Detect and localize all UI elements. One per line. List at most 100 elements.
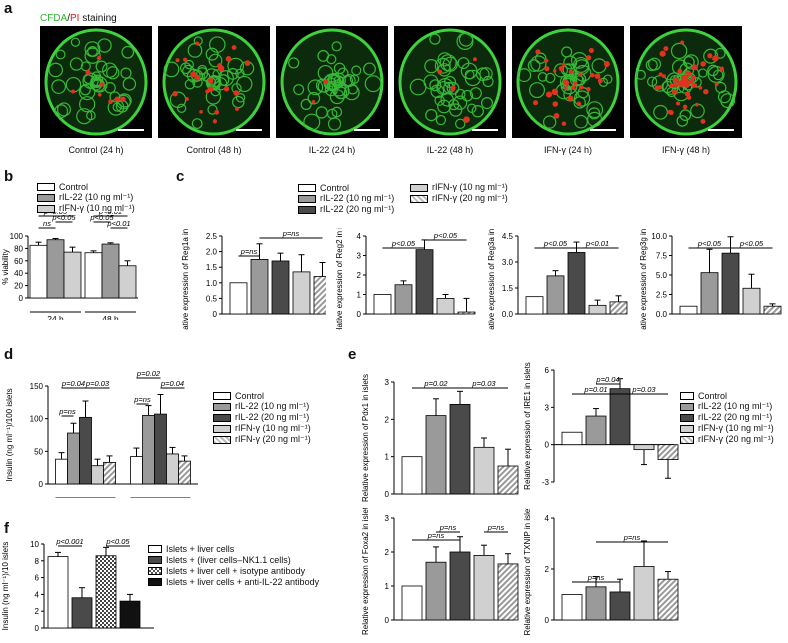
red-nucleus — [703, 88, 709, 95]
legend-label: rIFN-γ (20 ng ml⁻¹) — [698, 434, 774, 444]
red-nucleus — [589, 72, 595, 78]
micrograph-caption: IL-22 (24 h) — [308, 145, 356, 155]
green-cell — [364, 75, 382, 93]
red-nucleus — [183, 57, 188, 62]
bar — [250, 258, 269, 315]
bar — [178, 460, 191, 485]
green-cell — [84, 47, 101, 64]
micrograph-caption: IFN-γ (24 h) — [543, 145, 592, 155]
bar — [497, 563, 519, 621]
staining-title: CFDA/PI staining — [40, 13, 117, 24]
legend-label: rIL-22 (20 ng ml⁻¹) — [320, 204, 395, 214]
sig-label: p<0.05 — [391, 239, 416, 248]
bar — [763, 305, 782, 315]
y-tick-label: 0 — [545, 616, 550, 625]
legend-b-item-control: Control — [37, 181, 135, 192]
red-nucleus — [573, 81, 578, 86]
micrograph-image — [280, 28, 384, 136]
legend-label: rIFN-γ (10 ng ml⁻¹) — [59, 203, 135, 213]
chart-f: 0 2 4 6 8 10 Insulin (ng ml⁻¹)/10 islets p<0.00… — [1, 537, 154, 633]
legend-label: rIFN-γ (10 ng ml⁻¹) — [432, 182, 508, 192]
green-cell — [676, 115, 689, 127]
red-nucleus — [719, 66, 725, 72]
sig-label: p=ns — [427, 531, 445, 540]
green-cell — [682, 55, 695, 68]
bar — [29, 244, 48, 299]
chart-c-reg3a: 0.0 1.5 3.0 4.5 Relative expression of Reg3a… — [487, 228, 628, 330]
red-nucleus — [553, 112, 560, 119]
y-tick-label: 2 — [35, 607, 40, 616]
red-nucleus — [567, 95, 574, 102]
y-tick-label: 60 — [14, 257, 23, 266]
red-nucleus — [669, 83, 675, 88]
red-nucleus — [194, 74, 201, 81]
y-tick-label: 1 — [357, 291, 362, 300]
red-nucleus — [214, 109, 220, 115]
green-cell — [482, 75, 494, 88]
red-nucleus — [700, 61, 706, 67]
legend-label: Control — [235, 390, 265, 401]
legend-swatch — [680, 413, 694, 422]
bar — [313, 276, 326, 315]
legend-label: rIFN-γ (10 ng ml⁻¹) — [235, 423, 311, 433]
green-cell — [207, 104, 218, 115]
legend-d: Control rIL-22 (10 ng ml⁻¹) rIL-22 (20 n… — [213, 390, 311, 445]
legend-swatch — [680, 402, 694, 411]
green-cell — [573, 90, 591, 107]
chart-e-pdx1: 0 1 2 3 Relative expression of Pdx1 in islet… — [361, 374, 519, 502]
red-nucleus — [552, 101, 559, 107]
y-axis-label: Relative expression of IRE1 in islets — [523, 362, 532, 490]
green-cell — [184, 79, 196, 90]
green-cell — [458, 32, 474, 47]
bar — [394, 284, 413, 315]
y-tick-label: 4.5 — [502, 232, 514, 241]
bar — [585, 586, 607, 621]
green-cell — [707, 64, 719, 77]
red-nucleus — [233, 90, 239, 96]
bar — [103, 462, 116, 485]
red-nucleus — [688, 78, 695, 85]
sig-label: p<0.05 — [543, 239, 568, 248]
bar — [657, 444, 679, 460]
red-nucleus — [682, 104, 688, 110]
red-nucleus — [185, 97, 189, 101]
green-cell — [586, 101, 604, 119]
y-tick-label: 2.5 — [206, 232, 218, 241]
y-tick-label: 100 — [10, 232, 24, 241]
bar — [449, 551, 471, 621]
legend-swatch — [298, 205, 316, 214]
legend-d-item-ril22-10: rIL-22 (10 ng ml⁻¹) — [213, 401, 311, 412]
bar — [67, 432, 80, 485]
sig-label: p=ns — [487, 523, 505, 532]
bar — [457, 311, 476, 315]
red-nucleus — [680, 40, 685, 45]
y-tick-label: 0.5 — [206, 294, 218, 303]
green-cell — [212, 69, 222, 79]
y-tick-label: 80 — [14, 244, 23, 253]
legend-f-item-nk-depleted: Islets + (liver cells–NK1.1 cells) — [148, 554, 319, 565]
y-tick-label: 100 — [30, 415, 44, 424]
group-label: 48 h — [102, 314, 119, 320]
legend-label: rIL-22 (10 ng ml⁻¹) — [235, 401, 310, 411]
bar — [401, 456, 423, 495]
legend-swatch — [680, 435, 694, 444]
red-nucleus — [532, 100, 539, 106]
bar — [633, 444, 655, 451]
y-tick-label: 0 — [35, 624, 40, 633]
red-nucleus — [682, 74, 689, 81]
bar — [633, 566, 655, 621]
green-cell — [208, 53, 223, 68]
legend-label: Islets + liver cells — [166, 543, 235, 554]
y-tick-label: 0 — [19, 294, 24, 303]
red-nucleus — [544, 58, 549, 63]
red-nucleus — [175, 58, 180, 63]
bar — [473, 555, 495, 621]
y-axis-label: Relative expression of Foxa2 in islets — [361, 508, 370, 635]
y-tick-label: 0 — [39, 480, 44, 489]
y-tick-label: 2 — [385, 415, 390, 424]
red-nucleus — [114, 96, 120, 102]
legend-e-item-control: Control — [680, 390, 774, 401]
pi-label: PI — [70, 13, 80, 24]
green-cell — [648, 57, 662, 71]
